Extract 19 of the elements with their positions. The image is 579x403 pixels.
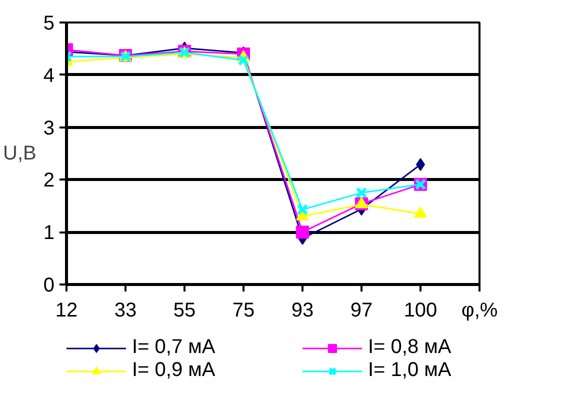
x-tick-label: 55 — [173, 300, 196, 322]
y-tick-label: 3 — [43, 117, 54, 140]
legend-label: I= 0,7 мА — [132, 336, 216, 359]
x-tick-label: 12 — [55, 300, 78, 322]
legend-label: I= 0,9 мА — [132, 359, 216, 382]
y-tick-label: 5 — [43, 12, 54, 34]
y-tick-label: 4 — [43, 64, 54, 87]
legend-label: I= 1,0 мА — [368, 359, 452, 382]
y-axis-title: U,B — [3, 142, 36, 164]
x-axis-title: φ,% — [461, 300, 498, 322]
x-tick-label: 97 — [350, 300, 373, 322]
y-tick-label: 1 — [43, 222, 54, 244]
y-tick-label: 0 — [43, 274, 54, 296]
x-tick-label: 33 — [114, 300, 137, 322]
x-tick-label: 93 — [291, 300, 314, 322]
y-tick-label: 2 — [43, 170, 54, 192]
x-tick-label: 75 — [232, 300, 255, 322]
x-tick-label: 100 — [404, 300, 438, 322]
legend-label: I= 0,8 мА — [368, 336, 452, 359]
